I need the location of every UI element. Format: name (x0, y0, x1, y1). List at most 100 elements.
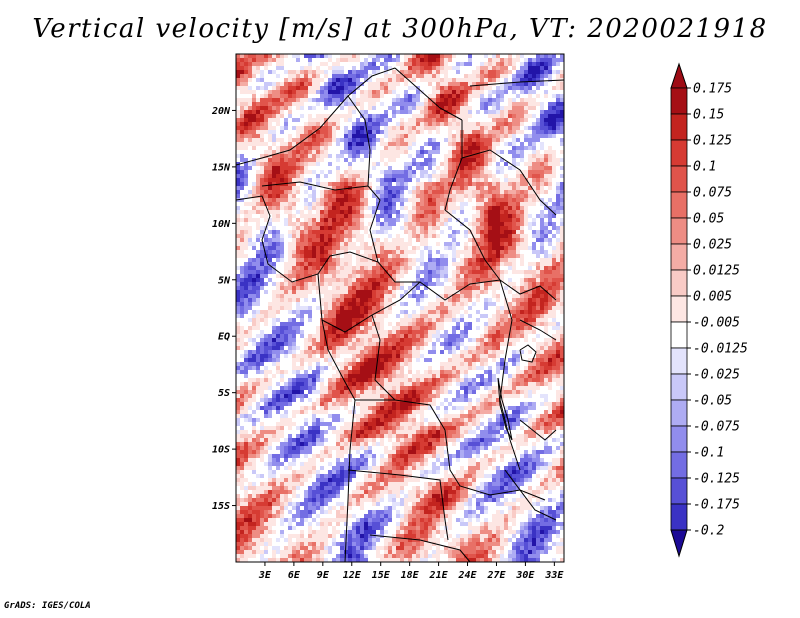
field-cell (264, 238, 269, 243)
field-cell (500, 170, 505, 175)
field-cell (492, 98, 497, 103)
field-cell (484, 250, 489, 255)
field-cell (512, 66, 517, 71)
field-cell (344, 290, 349, 295)
field-cell (480, 138, 485, 143)
field-cell (324, 150, 329, 155)
field-cell (444, 290, 449, 295)
field-cell (400, 70, 405, 75)
field-cell (524, 162, 529, 167)
field-cell (540, 194, 545, 199)
field-cell (500, 70, 505, 75)
field-cell (260, 166, 265, 171)
field-cell (464, 286, 469, 291)
field-cell (312, 282, 317, 287)
field-cell (348, 286, 353, 291)
field-cell (472, 178, 477, 183)
field-cell (324, 290, 329, 295)
field-cell (444, 210, 449, 215)
field-cell (396, 254, 401, 259)
field-cell (396, 202, 401, 207)
field-cell (428, 250, 433, 255)
field-cell (360, 242, 365, 247)
field-cell (308, 222, 313, 227)
field-cell (328, 186, 333, 191)
field-cell (428, 70, 433, 75)
field-cell (284, 58, 289, 63)
field-cell (352, 266, 357, 271)
field-cell (432, 242, 437, 247)
field-cell (376, 254, 381, 259)
field-cell (448, 214, 453, 219)
field-cell (492, 134, 497, 139)
field-cell (404, 166, 409, 171)
field-cell (364, 106, 369, 111)
field-cell (368, 234, 373, 239)
field-cell (312, 262, 317, 267)
field-cell (284, 134, 289, 139)
field-cell (404, 114, 409, 119)
field-cell (264, 54, 269, 59)
field-cell (440, 210, 445, 215)
field-cell (504, 262, 509, 267)
field-cell (296, 158, 301, 163)
field-cell (308, 278, 313, 283)
field-cell (300, 106, 305, 111)
field-cell (316, 126, 321, 131)
field-cell (304, 174, 309, 179)
field-cell (560, 286, 564, 291)
field-cell (276, 214, 281, 219)
field-cell (484, 146, 489, 151)
field-cell (252, 218, 257, 223)
field-cell (404, 186, 409, 191)
field-cell (512, 210, 517, 215)
field-cell (264, 194, 269, 199)
field-cell (404, 178, 409, 183)
field-cell (252, 230, 257, 235)
field-cell (272, 70, 277, 75)
field-cell (272, 154, 277, 159)
field-cell (324, 182, 329, 187)
field-cell (372, 90, 377, 95)
field-cell (368, 62, 373, 67)
field-cell (504, 114, 509, 119)
field-cell (304, 190, 309, 195)
field-cell (360, 66, 365, 71)
field-cell (472, 122, 477, 127)
field-cell (248, 150, 253, 155)
field-cell (276, 66, 281, 71)
field-cell (448, 182, 453, 187)
field-cell (396, 278, 401, 283)
field-cell (260, 290, 265, 295)
field-cell (396, 142, 401, 147)
field-cell (356, 226, 361, 231)
field-cell (520, 134, 525, 139)
field-cell (436, 86, 441, 91)
field-cell (516, 274, 521, 279)
field-cell (340, 174, 345, 179)
field-cell (240, 294, 245, 299)
field-cell (388, 78, 393, 83)
field-cell (528, 70, 533, 75)
field-cell (504, 94, 509, 99)
field-cell (556, 258, 561, 263)
field-cell (320, 210, 325, 215)
field-cell (480, 186, 485, 191)
field-cell (532, 210, 537, 215)
field-cell (352, 246, 357, 251)
field-cell (536, 142, 541, 147)
field-cell (260, 58, 265, 63)
field-cell (408, 114, 413, 119)
field-cell (376, 142, 381, 147)
field-cell (364, 58, 369, 63)
field-cell (352, 62, 357, 67)
field-cell (444, 58, 449, 63)
field-cell (416, 186, 421, 191)
field-cell (320, 226, 325, 231)
field-cell (312, 122, 317, 127)
field-cell (536, 78, 541, 83)
field-cell (276, 262, 281, 267)
field-cell (428, 270, 433, 275)
field-cell (472, 54, 477, 59)
field-cell (380, 234, 385, 239)
